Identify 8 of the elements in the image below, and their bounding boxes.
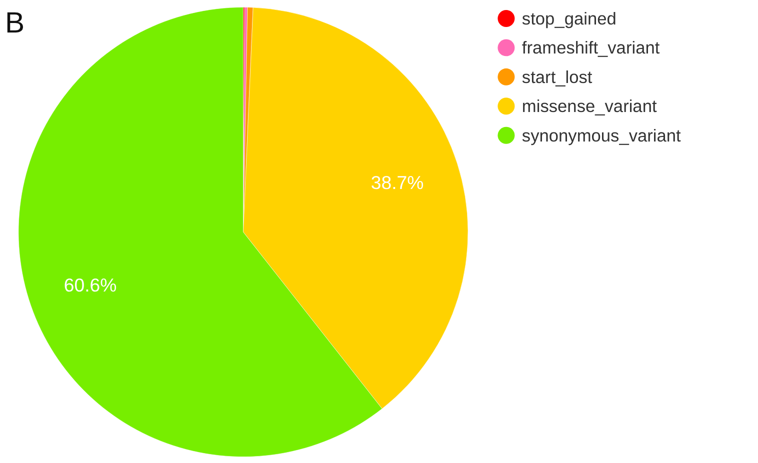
legend-label: missense_variant bbox=[522, 96, 657, 116]
legend-label: frameshift_variant bbox=[522, 38, 660, 58]
legend-label: start_lost bbox=[522, 66, 592, 87]
legend-label: stop_gained bbox=[522, 8, 616, 28]
data-label: 38.7% bbox=[370, 172, 424, 193]
legend-label: synonymous_variant bbox=[522, 125, 682, 146]
data-label: 60.6% bbox=[64, 274, 117, 296]
chart-title: B bbox=[4, 6, 25, 40]
